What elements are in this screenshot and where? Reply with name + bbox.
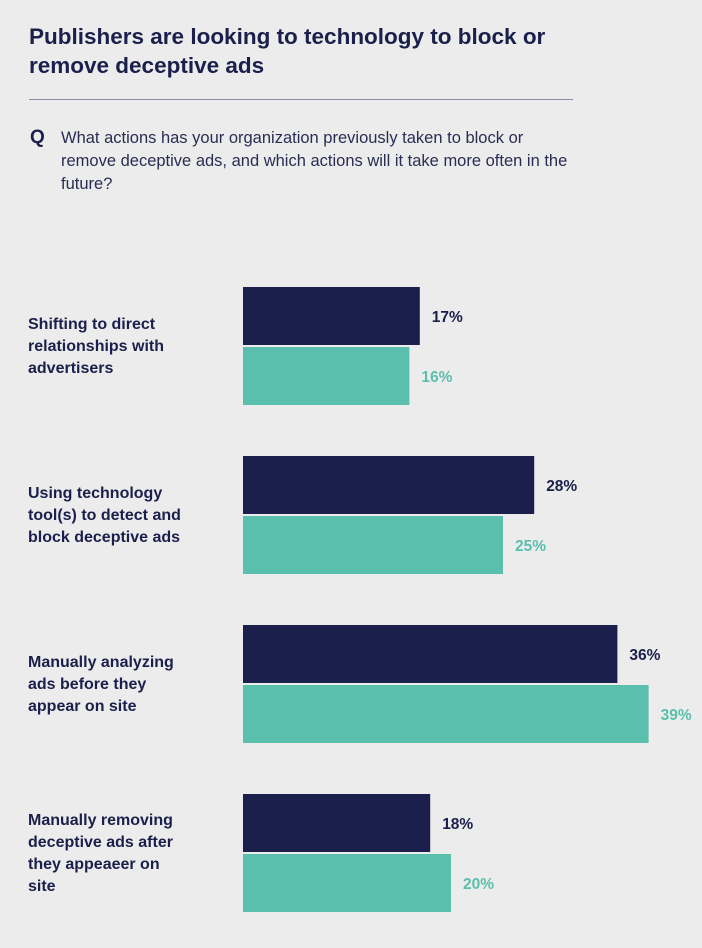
value-label: 39% (661, 707, 692, 724)
value-label: 20% (463, 876, 494, 893)
bar (243, 347, 410, 405)
bar (243, 287, 420, 345)
value-label: 17% (432, 309, 463, 326)
bar (243, 854, 451, 912)
value-label: 25% (515, 538, 546, 555)
category-label: Manually removing deceptive ads after they… (28, 812, 173, 895)
page-title: Publishers are looking to technology to … (29, 24, 546, 78)
category-label: Shifting to direct relationships with adve… (28, 316, 164, 377)
question-text: What actions has your organization previ… (61, 129, 568, 193)
bar (243, 625, 618, 683)
bar (243, 456, 535, 514)
category-label: Manually analyzing ads before they appear … (28, 654, 174, 715)
bar (243, 516, 503, 574)
bar (243, 685, 649, 743)
value-label: 28% (546, 478, 577, 495)
title-divider (29, 99, 573, 100)
bar (243, 794, 431, 852)
category-label: Using technology tool(s) to detect and blo… (28, 485, 181, 546)
value-label: 36% (629, 647, 660, 664)
value-label: 16% (421, 369, 452, 386)
question-marker: Q (30, 127, 45, 148)
value-label: 18% (442, 816, 473, 833)
